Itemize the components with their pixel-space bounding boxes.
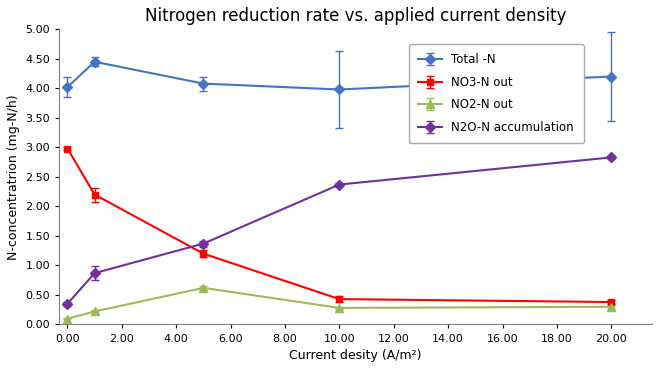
X-axis label: Current desity (A/m²): Current desity (A/m²) — [289, 349, 422, 362]
Legend: Total -N, NO3-N out, NO2-N out, N2O-N accumulation: Total -N, NO3-N out, NO2-N out, N2O-N ac… — [409, 44, 584, 143]
Y-axis label: N-concentratrion (mg-N/h): N-concentratrion (mg-N/h) — [7, 94, 20, 260]
Title: Nitrogen reduction rate vs. applied current density: Nitrogen reduction rate vs. applied curr… — [145, 7, 566, 25]
